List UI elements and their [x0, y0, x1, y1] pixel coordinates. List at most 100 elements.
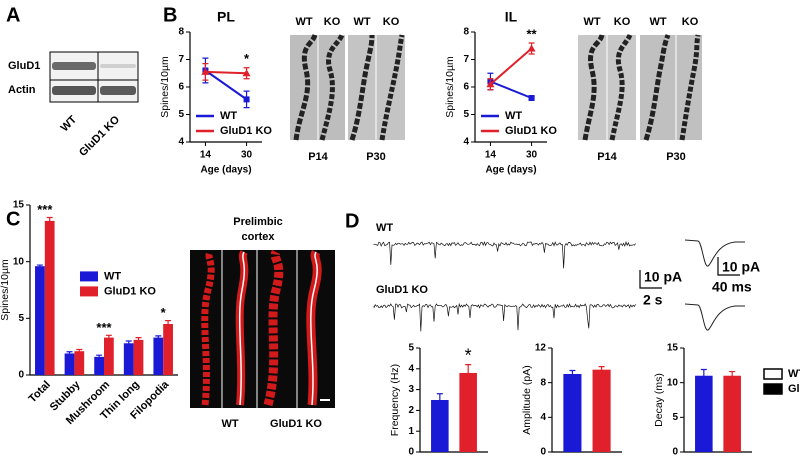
- legend-swatch: [763, 368, 783, 380]
- y-tick-label: 0: [540, 447, 546, 458]
- y-tick-label: 4: [463, 137, 469, 148]
- pl-images: WT KO WT KO P14 P30: [290, 16, 405, 163]
- dendrite: [582, 34, 605, 141]
- error-bar: [96, 354, 103, 360]
- scale-label: 10 pA: [722, 259, 760, 275]
- bar: [695, 375, 713, 452]
- image-label: P14: [308, 151, 328, 163]
- marker: [527, 44, 536, 52]
- legend-label: WT: [220, 110, 237, 122]
- error-bar: [66, 351, 73, 356]
- y-axis-label: Amplitude (pA): [521, 365, 533, 434]
- error-bar: [36, 264, 43, 268]
- legend-swatch: [763, 383, 783, 395]
- marker: [243, 96, 250, 103]
- image-label: KO: [614, 16, 631, 28]
- scale-label: 2 s: [643, 292, 663, 308]
- panel-label: D: [345, 210, 359, 232]
- image-title: cortex: [241, 231, 275, 243]
- bar: [153, 337, 164, 375]
- bar: [104, 337, 114, 375]
- axis-line: [419, 348, 488, 453]
- image-label: KO: [324, 16, 341, 28]
- blot-band: [52, 62, 96, 70]
- y-tick-label: 7: [463, 54, 469, 65]
- dendrite-trace: [238, 251, 246, 406]
- bar: [133, 339, 144, 375]
- image-label: WT: [353, 16, 370, 28]
- event-trace: [684, 239, 745, 267]
- blot-band: [100, 64, 136, 68]
- panel-label: B: [163, 4, 177, 26]
- error-bar: [598, 366, 605, 374]
- western-blot: GluD1 Actin WT GluD1 KO: [8, 51, 139, 159]
- bar: [163, 324, 173, 375]
- image-label: WT: [221, 418, 238, 430]
- y-tick-label: 6: [463, 82, 469, 93]
- y-tick-label: 4: [540, 412, 546, 423]
- marker: [486, 80, 495, 88]
- y-tick-label: 10: [667, 377, 679, 388]
- scale-bar: [717, 257, 740, 276]
- legend-label: WT: [505, 110, 522, 122]
- legend-swatch: [80, 286, 98, 297]
- legend-label: GluD1 KO: [788, 383, 800, 395]
- error-bar: [700, 368, 707, 383]
- dendrite: [643, 34, 671, 141]
- y-axis-label: Spines/10µm: [444, 56, 456, 118]
- error-bar: [165, 320, 172, 328]
- y-tick-label: 1: [408, 426, 414, 437]
- image-title: Prelimbic: [233, 216, 283, 228]
- trace-label: GluD1 KO: [376, 284, 428, 296]
- x-tick-label: 30: [241, 150, 253, 161]
- current-trace: [373, 302, 636, 332]
- significance: ***: [37, 202, 53, 217]
- bar: [94, 356, 104, 375]
- x-tick-label: 14: [200, 150, 212, 161]
- dendrite: [679, 34, 701, 141]
- marker: [528, 95, 535, 101]
- blot-band: [100, 86, 136, 95]
- y-axis-label: Spines/10µm: [159, 56, 171, 118]
- y-tick-label: 5: [18, 313, 24, 324]
- bar: [44, 220, 55, 375]
- chart-title: PL: [217, 9, 235, 25]
- error-bar: [135, 337, 142, 343]
- bar: [592, 369, 611, 452]
- dendrite: [263, 249, 284, 407]
- significance: *: [161, 305, 167, 320]
- y-tick-label: 8: [463, 27, 469, 38]
- trace-label: WT: [376, 222, 393, 234]
- x-axis-label: Age (days): [485, 165, 536, 176]
- y-tick-label: 7: [178, 54, 184, 65]
- scale-label: 40 ms: [712, 279, 752, 295]
- prelimbic-images: Prelimbic cortex WT GluD1 KO: [190, 216, 335, 430]
- y-tick-label: 0: [18, 370, 24, 381]
- x-tick-label: Total: [26, 379, 52, 405]
- y-tick-label: 5: [178, 109, 184, 120]
- image-label: P30: [366, 151, 386, 163]
- significance: *: [465, 345, 472, 365]
- dendrite: [293, 34, 318, 141]
- y-tick-label: 4: [408, 363, 414, 374]
- image-label: P14: [597, 151, 617, 163]
- y-axis-label: Frequency (Hz): [389, 364, 401, 436]
- error-bar: [46, 216, 53, 225]
- error-bar: [105, 334, 112, 341]
- error-bar: [125, 340, 132, 347]
- current-trace: [373, 240, 636, 269]
- traces: WT GluD1 KO 10 pA 2 s 10 pA 40 ms: [373, 222, 760, 332]
- chart-title: IL: [505, 9, 518, 25]
- scale-bar: [639, 270, 662, 289]
- blot-band: [52, 86, 96, 95]
- error-bar: [436, 393, 443, 407]
- x-tick-label: 30: [526, 150, 538, 161]
- image-label: WT: [649, 16, 666, 28]
- image-label: GluD1 KO: [270, 418, 322, 430]
- error-bar: [465, 364, 472, 382]
- line: [489, 47, 533, 86]
- bar: [74, 351, 85, 375]
- y-tick-label: 8: [540, 377, 546, 388]
- bar: [64, 353, 75, 375]
- bar: [563, 374, 582, 452]
